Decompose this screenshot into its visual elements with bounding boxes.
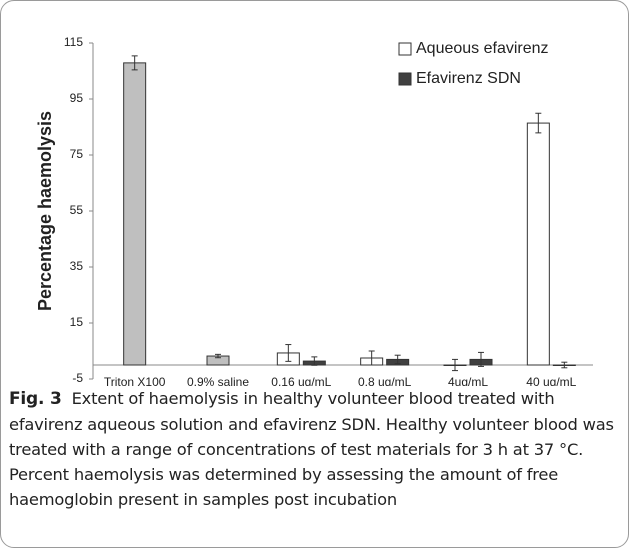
y-tick-label: -5 <box>72 371 83 385</box>
legend-label: Efavirenz SDN <box>416 70 521 87</box>
error-bar <box>311 356 318 366</box>
legend-label: Aqueous efavirenz <box>416 40 549 57</box>
error-bar <box>452 358 458 372</box>
legend-swatch <box>398 72 412 86</box>
bar <box>123 62 147 366</box>
error-bar <box>368 350 375 366</box>
error-bar <box>535 112 542 134</box>
caption-label: Fig. 3 <box>9 389 62 409</box>
caption-text: Extent of haemolysis in healthy voluntee… <box>9 389 614 509</box>
error-bar <box>478 351 484 367</box>
y-tick-label: 55 <box>70 203 84 217</box>
error-bar <box>561 361 568 369</box>
y-tick-label: 35 <box>70 259 84 273</box>
x-tick-label: 40 ug/mL <box>526 375 576 386</box>
x-tick-label: 0.16 ug/mL <box>271 375 331 386</box>
error-bar <box>285 344 292 362</box>
chart: Percentage haemolysis -5 15 35 55 75 95 115 Tri… <box>35 35 593 386</box>
error-bar <box>215 353 221 359</box>
error-bar <box>131 55 138 71</box>
x-tick-label: 0.9% salinesolution <box>187 375 249 386</box>
error-bar <box>394 354 401 365</box>
caption: Fig. 3 Extent of haemolysis in healthy v… <box>9 386 621 512</box>
y-tick-label: 15 <box>70 315 84 329</box>
x-tick-label: 0.8 ug/mL <box>358 375 412 386</box>
y-tick-label: 75 <box>70 147 84 161</box>
y-tick-label: 95 <box>70 91 84 105</box>
y-axis-label: Percentage haemolysis <box>35 111 55 311</box>
x-tick-label: Triton X100 <box>104 375 166 386</box>
bar <box>526 122 550 366</box>
legend-swatch <box>398 42 412 56</box>
y-tick-label: 115 <box>64 35 83 49</box>
x-tick-label: 4ug/mL <box>448 375 488 386</box>
